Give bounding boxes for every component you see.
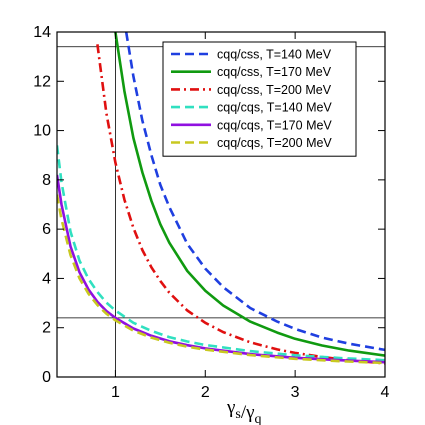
- series-line-1: [114, 32, 385, 357]
- legend-label-5: cqq/cqs, T=200 MeV: [217, 136, 332, 150]
- legend-label-3: cqq/cqs, T=140 MeV: [217, 101, 332, 115]
- x-tick-label-3: 4: [381, 384, 390, 401]
- y-tick-label-5: 10: [33, 123, 51, 140]
- y-tick-label-4: 8: [42, 172, 51, 189]
- x-tick-label-1: 2: [201, 384, 210, 401]
- legend-label-0: cqq/css, T=140 MeV: [217, 48, 332, 62]
- plot-frame: [56, 31, 386, 378]
- legend-label-2: cqq/css, T=200 MeV: [217, 83, 332, 97]
- x-axis-label: γs/γq: [226, 397, 262, 425]
- series-line-3: [57, 145, 385, 362]
- series-layer: [57, 32, 385, 365]
- series-line-2: [96, 44, 385, 365]
- series-line-5: [57, 194, 385, 365]
- x-tick-label-0: 1: [111, 384, 120, 401]
- y-tick-label-1: 2: [42, 320, 51, 337]
- series-line-0: [124, 32, 385, 352]
- series-line-4: [57, 174, 385, 364]
- legend-label-1: cqq/css, T=170 MeV: [217, 65, 332, 79]
- x-tick-label-2: 3: [291, 384, 300, 401]
- y-tick-label-2: 4: [42, 270, 51, 287]
- legend-box: [162, 41, 357, 157]
- y-tick-label-6: 12: [33, 73, 51, 90]
- y-tick-label-3: 6: [42, 221, 51, 238]
- legend: cqq/css, T=140 MeV cqq/css, T=170 MeV cqq/…: [162, 41, 357, 157]
- y-tick-label-7: 14: [33, 24, 51, 41]
- legend-label-4: cqq/cqs, T=170 MeV: [217, 118, 332, 132]
- axis-ticks: [57, 31, 386, 378]
- x-axis-label-text: γs/γq: [226, 397, 262, 425]
- y-tick-label-0: 0: [42, 369, 51, 386]
